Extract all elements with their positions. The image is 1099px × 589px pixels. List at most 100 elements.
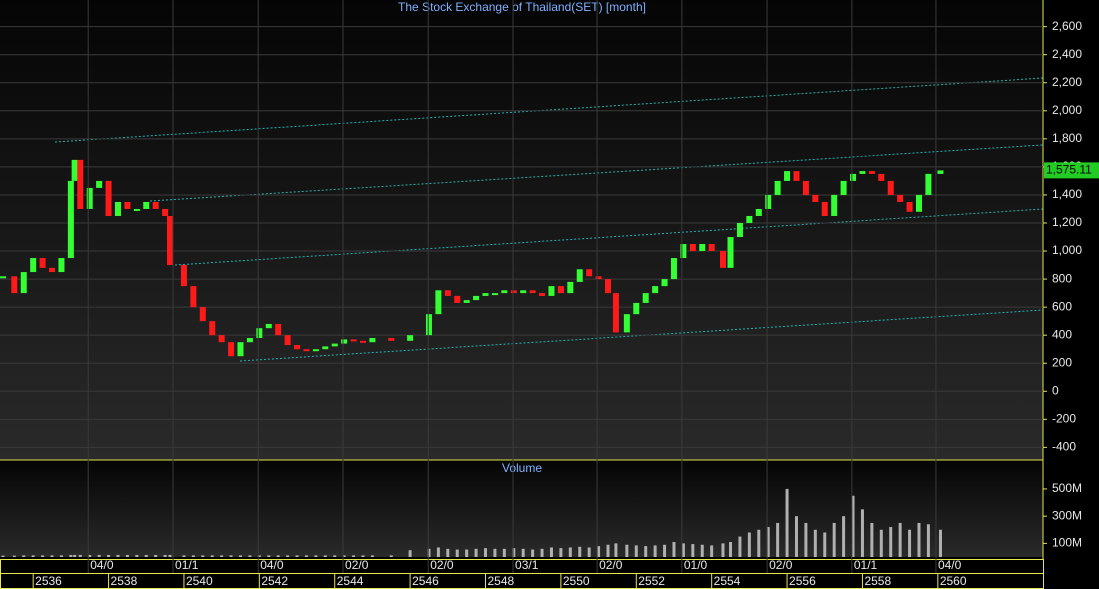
candle <box>501 290 508 294</box>
volume-bar <box>59 555 63 557</box>
candle <box>454 295 461 303</box>
volume-bar <box>721 543 725 557</box>
volume-bar <box>408 550 412 557</box>
y-tick-label: 0 <box>1052 383 1059 397</box>
candle <box>887 180 894 195</box>
volume-bar <box>50 555 54 557</box>
price-panel <box>0 0 1043 460</box>
y-tick-label: 2,400 <box>1052 47 1082 61</box>
candle <box>746 215 753 223</box>
x-tick-label: 2554 <box>714 574 741 588</box>
candle <box>152 201 159 209</box>
volume-bar <box>135 554 139 557</box>
volume-bar <box>12 555 16 557</box>
volume-bar <box>323 555 327 557</box>
period-tick-label: 03/1 <box>515 558 539 572</box>
volume-bar <box>879 529 883 557</box>
candle <box>831 194 838 216</box>
volume-bar <box>276 555 280 557</box>
candle <box>444 290 451 296</box>
candle <box>331 343 338 347</box>
volume-bar <box>804 522 808 557</box>
x-tick-label: 2544 <box>337 574 364 588</box>
candle <box>322 346 329 350</box>
volume-bar <box>88 554 92 557</box>
candle <box>529 290 536 294</box>
volume-bar <box>785 488 789 557</box>
x-tick-label: 2538 <box>111 574 138 588</box>
volume-bar <box>163 554 167 557</box>
candle <box>114 201 121 216</box>
volume-bar <box>427 548 431 557</box>
volume-bar <box>182 555 186 557</box>
candle <box>680 244 687 259</box>
volume-bar <box>766 527 770 557</box>
candle <box>605 279 612 294</box>
candle <box>0 276 7 279</box>
volume-bar <box>436 547 440 557</box>
candle <box>369 337 376 343</box>
volume-bar <box>493 548 497 557</box>
x-tick-label: 2550 <box>563 574 590 588</box>
candle <box>425 314 432 336</box>
candle <box>520 290 527 294</box>
volume-bar <box>634 545 638 557</box>
candle <box>557 286 564 294</box>
candle <box>765 194 772 209</box>
candle <box>58 258 65 273</box>
trend-line <box>54 77 1044 143</box>
candle <box>774 180 781 195</box>
candle <box>350 339 357 342</box>
candle <box>612 293 619 333</box>
volume-bar <box>248 555 252 557</box>
candle <box>463 300 470 303</box>
volume-bar <box>370 555 374 557</box>
volume-bar <box>465 549 469 557</box>
candle <box>218 335 225 343</box>
volume-bar <box>22 555 26 557</box>
volume-bar <box>614 543 618 557</box>
volume-bar <box>842 516 846 557</box>
period-tick-label: 04/0 <box>938 558 962 572</box>
y-tick-label: 1,000 <box>1052 243 1082 257</box>
candle <box>71 159 78 181</box>
chart-title: The Stock Exchange of Thailand(SET) [mon… <box>398 0 646 14</box>
candle <box>482 293 489 296</box>
candle <box>388 337 395 341</box>
volume-bar <box>352 555 356 557</box>
volume-bar <box>191 555 195 557</box>
volume-bar <box>568 547 572 557</box>
candle <box>199 307 206 322</box>
candle <box>755 208 762 216</box>
candle <box>96 180 103 188</box>
volume-bar <box>898 522 902 557</box>
candle <box>937 170 944 174</box>
volume-bar <box>681 543 685 557</box>
volume-bar <box>78 554 82 557</box>
volume-bar <box>455 549 459 557</box>
candle <box>642 293 649 303</box>
x-tick-label: 2536 <box>35 574 62 588</box>
y-tick-label: 1,200 <box>1052 215 1082 229</box>
candle <box>670 258 677 280</box>
candle <box>652 286 659 294</box>
y-tick-label: 200 <box>1052 355 1072 369</box>
volume-bar <box>757 529 761 557</box>
candle <box>228 342 235 357</box>
candle <box>167 215 174 266</box>
volume-bar <box>73 554 77 557</box>
volume-bar <box>653 545 657 557</box>
volume-bar <box>286 555 290 557</box>
y-tick-label: 400 <box>1052 327 1072 341</box>
volume-bar <box>116 554 120 557</box>
candle <box>491 293 498 296</box>
y-tick-label: 2,600 <box>1052 19 1082 33</box>
volume-bar <box>559 548 563 557</box>
volume-bar <box>606 544 610 557</box>
x-tick-label: 2546 <box>412 574 439 588</box>
y-tick-label: 300M <box>1052 508 1082 522</box>
period-tick-label: 01/1 <box>854 558 878 572</box>
period-tick-label: 04/0 <box>260 558 284 572</box>
trend-line <box>174 208 1044 266</box>
